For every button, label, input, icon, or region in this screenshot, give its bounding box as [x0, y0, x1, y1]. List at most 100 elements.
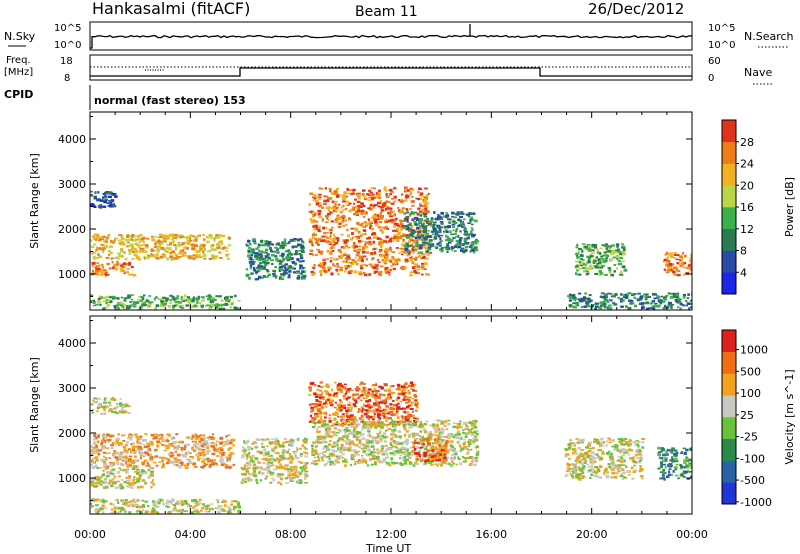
- heatmap-region: [657, 446, 692, 481]
- freq-trace-line: [90, 67, 692, 77]
- colorbar: 1000 500 100 25 -25 -100 -500 -1000 Velocity [m …: [721, 329, 796, 509]
- freq-label-line2: [MHz]: [4, 67, 33, 78]
- heatmap-region: [574, 242, 628, 277]
- colorbar-swatch: [722, 482, 736, 505]
- heatmap-region: [308, 186, 433, 277]
- colorbar-swatch: [722, 250, 736, 273]
- heatmap-region: [91, 260, 137, 277]
- colorbar-tick-label: -100: [740, 452, 765, 465]
- freq-tick-bottom: 8: [64, 73, 70, 84]
- colorbar-label: Velocity [m s^-1]: [783, 369, 796, 464]
- heatmap-region: [90, 433, 236, 470]
- heatmap-region: [90, 190, 118, 209]
- colorbar-tick-label: -500: [740, 474, 765, 487]
- heatmap-region: [240, 437, 309, 486]
- x-axis-label: Time UT: [365, 542, 411, 554]
- y-axis-label: Slant Range [km]: [28, 153, 41, 249]
- colorbar-tick-label: 1000: [740, 344, 768, 357]
- colorbar-tick-label: 16: [740, 201, 754, 214]
- nsearch-label: N.Search: [744, 30, 794, 43]
- colorbar-swatch: [722, 141, 736, 164]
- colorbar-swatch: [722, 120, 736, 143]
- heatmap-region: [90, 466, 156, 490]
- x-tick-label: 12:00: [375, 528, 407, 541]
- heatmap-region: [90, 233, 232, 261]
- nsky-tick-bottom-left: 10^0: [54, 40, 81, 51]
- colorbar-swatch: [722, 272, 736, 295]
- colorbar-swatch: [722, 185, 736, 208]
- colorbar-swatch: [722, 207, 736, 230]
- cpid-text: normal (fast stereo) 153: [94, 94, 246, 107]
- x-tick-label: 00:00: [74, 528, 106, 541]
- x-tick-label: 20:00: [576, 528, 608, 541]
- colorbar-tick-label: 28: [740, 136, 754, 149]
- colorbar-swatch: [722, 373, 736, 396]
- colorbar-tick-label: 100: [740, 387, 761, 400]
- heatmap-region: [662, 251, 692, 277]
- y-axis-label: Slant Range [km]: [28, 357, 41, 453]
- y-tick-label: 2000: [58, 427, 86, 440]
- heatmap-region: [90, 397, 132, 415]
- heatmap-region: [90, 498, 242, 514]
- heatmap-region: [567, 292, 692, 310]
- y-tick-label: 4000: [58, 337, 86, 350]
- heatmap-region: [245, 238, 307, 281]
- y-tick-label: 1000: [58, 472, 86, 485]
- colorbar-tick-label: 20: [740, 179, 754, 192]
- heatmap-frame: [89, 111, 693, 311]
- y-tick-label: 1000: [58, 268, 86, 281]
- time-axis-tick-labels: 00:00 04:00 08:00 12:00 16:00 20:00 00:00: [74, 528, 708, 541]
- heatmap-region: [308, 381, 419, 427]
- heatmap-region: [412, 437, 450, 463]
- colorbar-swatch: [722, 395, 736, 418]
- nave-tick-top: 60: [708, 56, 721, 67]
- colorbar-swatch: [722, 228, 736, 251]
- nave-label: Nave: [744, 66, 772, 79]
- x-tick-label: 16:00: [475, 528, 507, 541]
- nsky-tick-bottom-right: 10^0: [708, 40, 735, 51]
- y-tick-label: 3000: [58, 178, 86, 191]
- heatmap-cells: [90, 186, 692, 310]
- colorbar-tick-label: 24: [740, 158, 754, 171]
- station-title: Hankasalmi (fitACF): [92, 0, 250, 18]
- nsky-tick-top-left: 10^5: [54, 23, 81, 34]
- nsky-tick-top-right: 10^5: [708, 23, 735, 34]
- freq-label-line1: Freq.: [6, 55, 31, 66]
- heatmap-region: [564, 437, 645, 481]
- colorbar-tick-label: 4: [740, 266, 747, 279]
- power-heatmap-panel: 1000 2000 3000 4000 Slant Range [km] 4 8 12 16 20…: [28, 111, 796, 311]
- cpid-label: CPID: [4, 88, 33, 101]
- colorbar-tick-label: 12: [740, 223, 754, 236]
- heatmap-region: [403, 211, 479, 254]
- colorbar-tick-label: 500: [740, 365, 761, 378]
- date-title: 26/Dec/2012: [588, 0, 684, 18]
- colorbar-swatch: [722, 460, 736, 483]
- x-tick-label: 00:00: [676, 528, 708, 541]
- freq-tick-top: 18: [60, 56, 73, 67]
- colorbar-swatch: [722, 351, 736, 374]
- colorbar-tick-label: -1000: [740, 496, 772, 509]
- nave-tick-bottom: 0: [708, 73, 714, 84]
- x-tick-label: 08:00: [275, 528, 307, 541]
- colorbar-swatch: [722, 417, 736, 440]
- y-tick-label: 3000: [58, 382, 86, 395]
- heatmap-region: [311, 419, 480, 467]
- x-tick-label: 04:00: [174, 528, 206, 541]
- colorbar-swatch: [722, 438, 736, 461]
- colorbar-tick-label: 8: [740, 245, 747, 258]
- y-tick-label: 4000: [58, 133, 86, 146]
- nsky-label: N.Sky: [4, 30, 36, 43]
- colorbar-swatch: [722, 330, 736, 353]
- heatmap-cells: [90, 381, 692, 514]
- nsky-trace-line: [90, 34, 692, 49]
- colorbar-tick-label: -25: [740, 431, 758, 444]
- colorbar-tick-label: 25: [740, 409, 754, 422]
- colorbar-frame: [721, 329, 737, 505]
- y-tick-label: 2000: [58, 223, 86, 236]
- colorbar: 4 8 12 16 20 24 28 Power [dB]: [721, 119, 796, 295]
- colorbar-label: Power [dB]: [783, 177, 796, 237]
- beam-title: Beam 11: [355, 4, 418, 20]
